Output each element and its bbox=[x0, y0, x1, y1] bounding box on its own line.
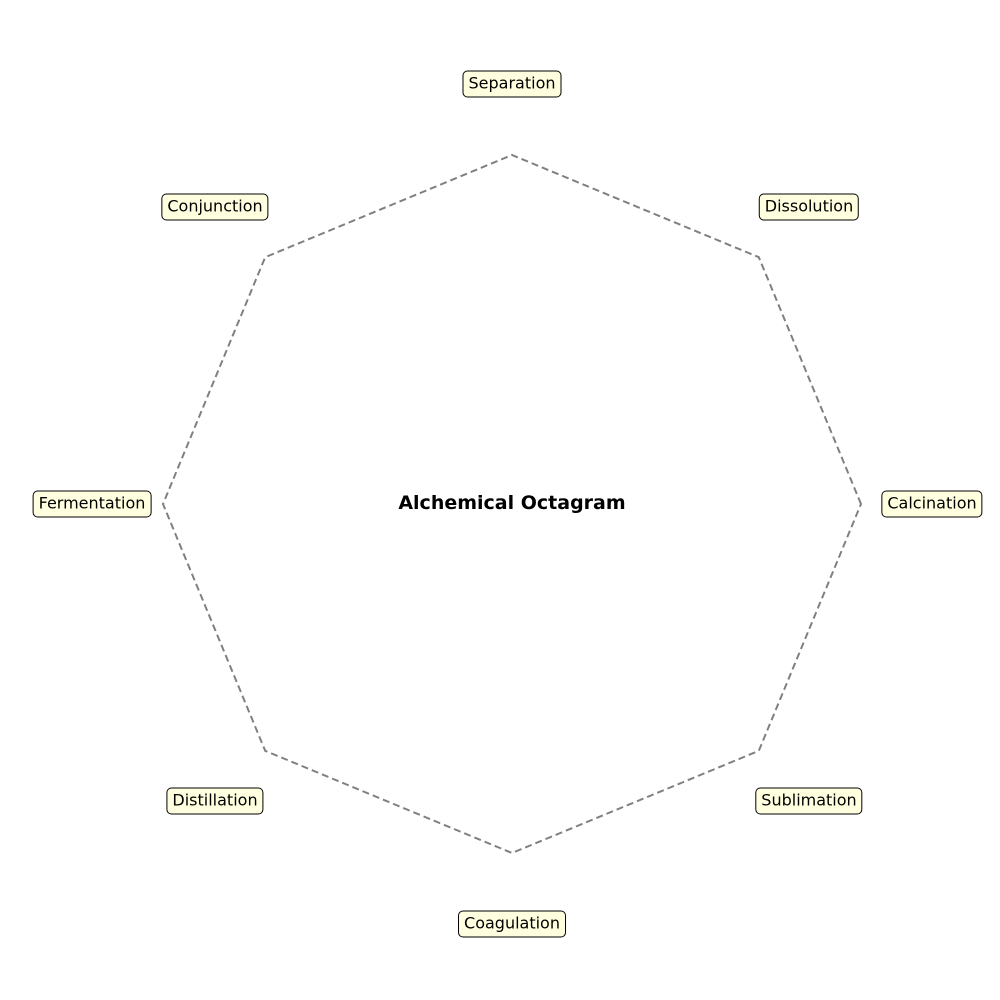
stage-label-conjunction: Conjunction bbox=[161, 193, 269, 221]
stage-label-dissolution: Dissolution bbox=[758, 193, 860, 221]
stage-label-fermentation: Fermentation bbox=[32, 490, 152, 518]
octagon-path bbox=[161, 153, 863, 855]
stage-label-distillation: Distillation bbox=[166, 787, 264, 815]
stage-label-coagulation: Coagulation bbox=[458, 910, 566, 938]
stage-label-separation: Separation bbox=[462, 70, 562, 98]
stage-label-calcination: Calcination bbox=[881, 490, 983, 518]
stage-label-sublimation: Sublimation bbox=[755, 787, 863, 815]
diagram-title: Alchemical Octagram bbox=[398, 492, 626, 514]
